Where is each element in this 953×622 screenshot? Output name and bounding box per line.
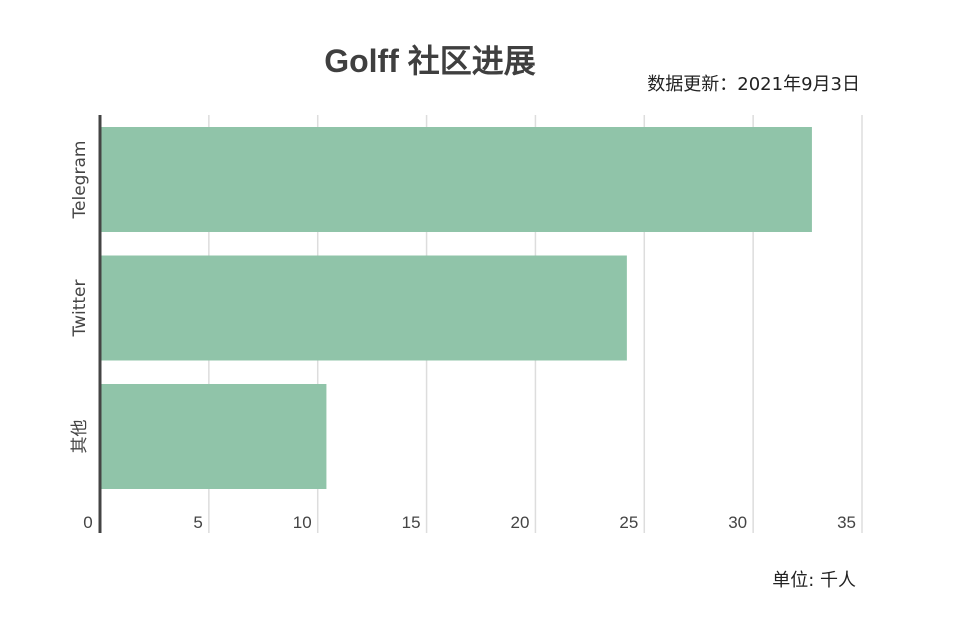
x-tick-label-35: 35	[837, 513, 856, 532]
unit-note: 单位: 千人	[772, 570, 856, 591]
x-tick-label-0: 0	[83, 513, 92, 532]
chart-title: Golff 社区进展	[324, 43, 536, 79]
x-tick-label-5: 5	[193, 513, 202, 532]
category-label-Twitter: Twitter	[70, 280, 90, 338]
bar-其他	[100, 384, 327, 489]
x-tick-labels: 0 5 10 15 20 25 30 35	[83, 513, 856, 532]
bar-Twitter	[100, 255, 627, 361]
category-label-Telegram: Telegram	[70, 141, 90, 220]
bars	[100, 127, 812, 489]
x-tick-label-30: 30	[728, 513, 747, 532]
category-labels: Telegram Twitter 其他	[70, 141, 90, 454]
x-tick-label-15: 15	[402, 513, 421, 532]
x-tick-label-20: 20	[511, 513, 530, 532]
category-label-其他: 其他	[70, 420, 90, 454]
x-tick-label-10: 10	[293, 513, 312, 532]
update-note: 数据更新：2021年9月3日	[647, 74, 860, 95]
x-tick-label-25: 25	[619, 513, 638, 532]
bar-Telegram	[100, 127, 812, 232]
